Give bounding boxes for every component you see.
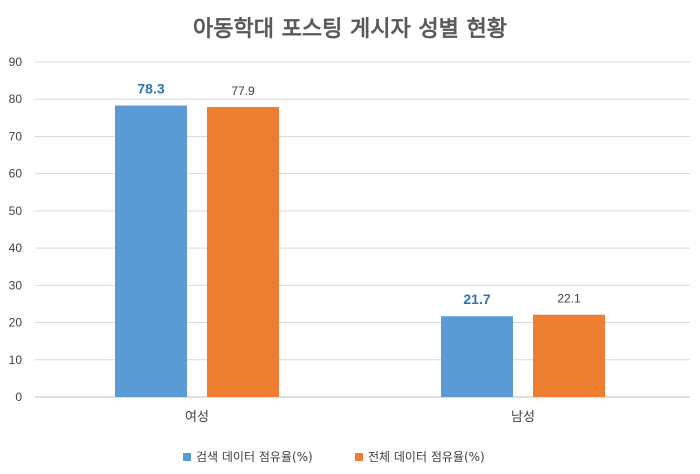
data-label: 78.3 — [137, 81, 164, 97]
y-tick-label: 80 — [9, 92, 23, 106]
data-label: 22.1 — [557, 292, 581, 306]
legend-swatch — [355, 453, 363, 461]
chart-title: 아동학대 포스팅 게시자 성별 현황 — [193, 17, 507, 42]
y-tick-label: 0 — [15, 390, 22, 404]
x-category-label: 남성 — [511, 410, 535, 425]
legend-item: 전체 데이터 점유율(%) — [355, 450, 485, 464]
legend: 검색 데이터 점유율(%) 전체 데이터 점유율(%) — [183, 450, 485, 464]
bars — [115, 105, 605, 398]
y-tick-label: 30 — [9, 278, 23, 292]
legend-label: 검색 데이터 점유율(%) — [196, 450, 313, 464]
y-tick-label: 70 — [9, 129, 23, 143]
y-tick-label: 20 — [9, 316, 23, 330]
y-tick-label: 50 — [9, 204, 23, 218]
y-tick-label: 90 — [9, 55, 23, 69]
data-label: 21.7 — [463, 291, 490, 307]
bar — [533, 314, 605, 397]
y-tick-label: 10 — [9, 353, 23, 367]
y-tick-label: 60 — [9, 167, 23, 181]
bar — [207, 107, 279, 398]
legend-swatch — [183, 453, 191, 461]
x-axis-categories: 여성 남성 — [185, 410, 535, 425]
legend-item: 검색 데이터 점유율(%) — [183, 450, 313, 464]
data-label: 77.9 — [231, 84, 255, 98]
legend-label: 전체 데이터 점유율(%) — [368, 450, 485, 464]
x-category-label: 여성 — [185, 410, 209, 425]
y-axis-ticks: 0 10 20 30 40 50 60 70 80 90 — [9, 55, 23, 404]
bar — [441, 316, 513, 397]
bar — [115, 105, 187, 398]
data-labels: 78.3 77.9 21.7 22.1 — [137, 81, 581, 308]
y-tick-label: 40 — [9, 241, 23, 255]
